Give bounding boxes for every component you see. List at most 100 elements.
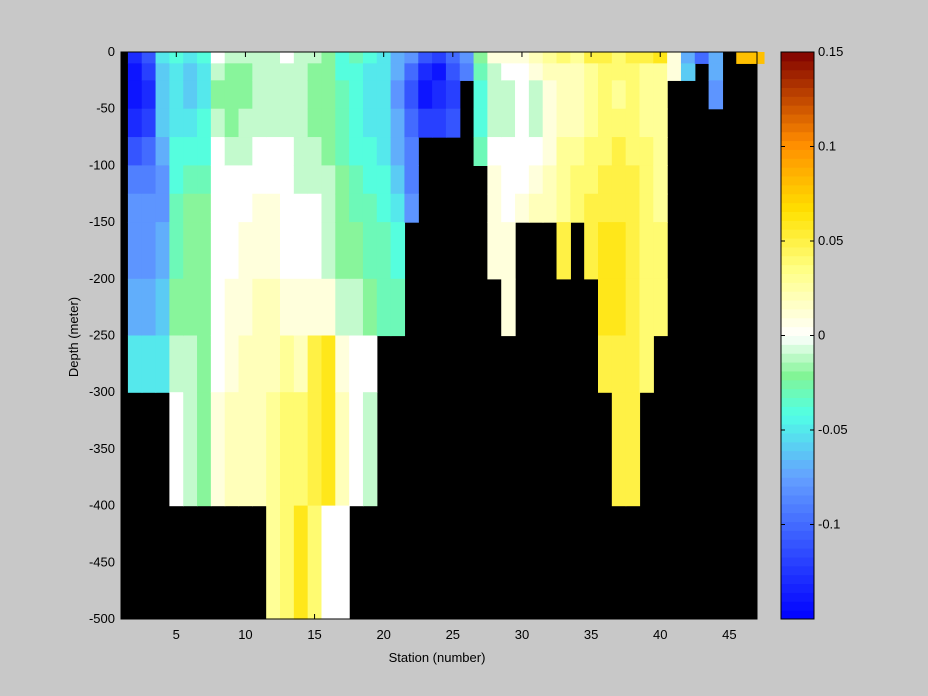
heatmap-cell	[598, 278, 613, 337]
heatmap-cell	[362, 52, 378, 64]
heatmap-cell	[321, 505, 336, 620]
heatmap-cell	[335, 63, 350, 81]
heatmap-cell	[611, 165, 627, 195]
colorbar-swatch	[781, 556, 814, 567]
heatmap-cell	[736, 52, 751, 64]
colorbar-swatch	[781, 238, 814, 248]
heatmap-cell	[266, 52, 281, 64]
heatmap-cell	[224, 392, 240, 507]
heatmap-cell	[528, 137, 544, 166]
heatmap-cell	[376, 222, 392, 280]
heatmap-cell	[266, 137, 281, 166]
heatmap-cell	[653, 108, 668, 138]
heatmap-cell	[653, 63, 668, 81]
heatmap-cell	[280, 52, 295, 64]
heatmap-cell	[639, 278, 654, 337]
colorbar: 0.15 0.1 0.05 0 -0.05 -0.1	[780, 44, 848, 620]
colorbar-swatch	[781, 601, 814, 611]
heatmap-cell	[349, 165, 364, 195]
colorbar-swatch	[781, 353, 814, 363]
colorbar-swatch	[781, 78, 814, 88]
heatmap-cell	[293, 278, 309, 337]
heatmap-cell	[528, 193, 544, 223]
heatmap-cell	[293, 335, 309, 393]
heatmap-cell	[141, 137, 157, 166]
heatmap-cell	[335, 193, 350, 223]
heatmap-cell	[127, 80, 143, 110]
heatmap-cell	[625, 392, 641, 507]
heatmap-cell	[542, 52, 558, 64]
heatmap-cell	[141, 165, 157, 195]
heatmap-cell	[611, 193, 627, 223]
heatmap-cell	[169, 165, 184, 195]
heatmap-cell	[625, 80, 641, 110]
x-tick-label: 45	[722, 627, 736, 642]
heatmap-cell	[584, 63, 599, 81]
heatmap-cell	[639, 165, 654, 195]
heatmap-cell	[280, 108, 295, 138]
heatmap-cell	[155, 63, 170, 81]
heatmap-cell	[238, 222, 253, 280]
heatmap-cell	[224, 165, 240, 195]
heatmap-cell	[556, 52, 571, 64]
colorbar-tick-label: 0.15	[818, 44, 843, 59]
heatmap-cell	[390, 278, 406, 337]
x-tick-label: 30	[515, 627, 529, 642]
heatmap-cell	[584, 52, 599, 64]
heatmap-cell	[473, 80, 488, 110]
heatmap-cell	[404, 193, 419, 223]
heatmap-cell	[321, 80, 336, 110]
heatmap-cell	[210, 80, 226, 110]
heatmap-cell	[432, 52, 447, 64]
heatmap-cell	[376, 63, 392, 81]
heatmap-cell	[542, 63, 558, 81]
heatmap-cell	[570, 52, 585, 64]
heatmap-cell	[459, 63, 475, 81]
heatmap-cell	[183, 165, 198, 195]
heatmap-cell	[625, 137, 641, 166]
heatmap-cell	[141, 193, 157, 223]
heatmap-cell	[362, 80, 378, 110]
heatmap-cell	[293, 392, 309, 507]
heatmap-cell	[639, 193, 654, 223]
heatmap-cell	[362, 278, 378, 337]
heatmap-cell	[197, 52, 212, 64]
heatmap-cell	[280, 335, 295, 393]
colorbar-swatch	[781, 610, 814, 620]
heatmap-cell	[556, 108, 571, 138]
heatmap-cell	[625, 63, 641, 81]
heatmap-cell	[680, 63, 696, 81]
heatmap-cell	[321, 165, 336, 195]
heatmap-cell	[321, 108, 336, 138]
heatmap-cell	[487, 80, 502, 110]
heatmap-cell	[487, 165, 502, 195]
heatmap-cell	[155, 165, 170, 195]
heatmap-cell	[335, 80, 350, 110]
x-tick-label: 5	[173, 627, 180, 642]
heatmap-cell	[625, 52, 641, 64]
heatmap-cell	[183, 392, 198, 507]
heatmap-cell	[501, 108, 516, 138]
heatmap-cell	[307, 278, 323, 337]
heatmap-cell	[224, 278, 240, 337]
heatmap-cell	[404, 137, 419, 166]
colorbar-swatch	[781, 184, 814, 195]
colorbar-swatch	[781, 317, 814, 328]
heatmap-cell	[252, 137, 267, 166]
heatmap-cell	[528, 108, 544, 138]
heatmap-cell	[473, 137, 488, 166]
heatmap-cell	[542, 108, 558, 138]
colorbar-swatch	[781, 69, 814, 80]
heatmap-cell	[570, 63, 585, 81]
heatmap-cell	[141, 80, 157, 110]
heatmap-cell	[362, 137, 378, 166]
heatmap-cell	[280, 80, 295, 110]
heatmap-cell	[321, 52, 336, 64]
colorbar-swatch	[781, 548, 814, 558]
heatmap-cell	[307, 80, 323, 110]
heatmap-cell	[141, 108, 157, 138]
heatmap-cell	[169, 278, 184, 337]
heatmap-cell	[280, 137, 295, 166]
colorbar-swatch	[781, 291, 814, 301]
heatmap-cell	[307, 193, 323, 223]
